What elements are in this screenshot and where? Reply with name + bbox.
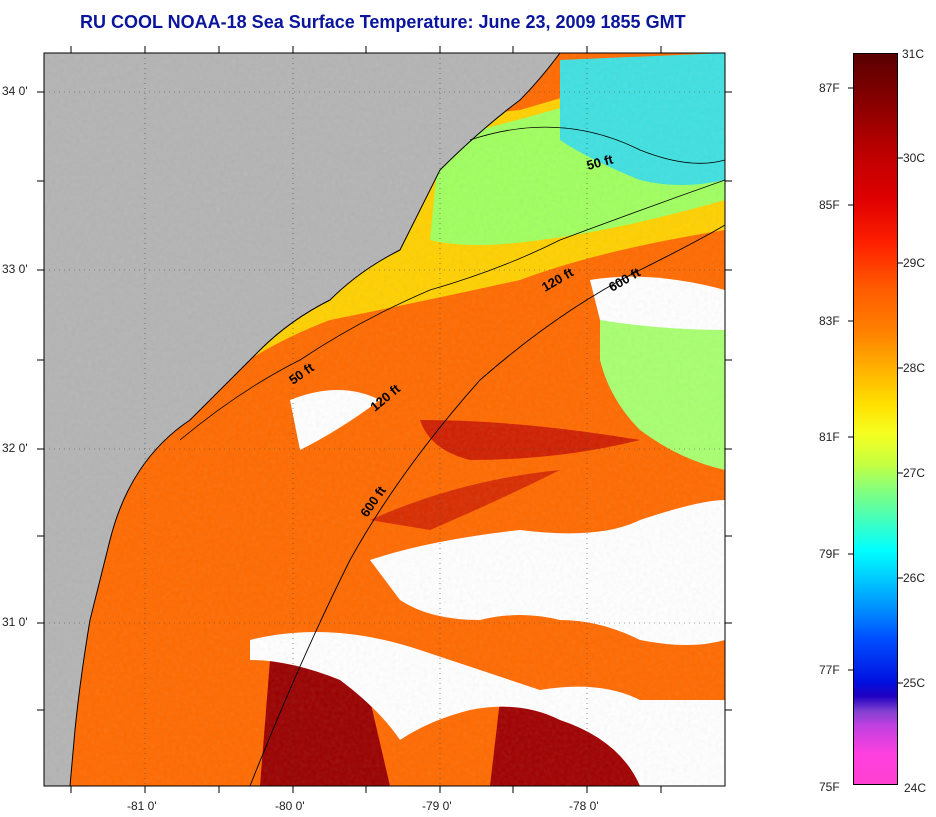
isobath-50ft — [469, 126, 725, 164]
contour-label-50ft-north: 50 ft — [585, 151, 615, 173]
cb-fahrenheit-81: 81F — [819, 430, 840, 444]
cb-celsius-29: 29C — [903, 256, 926, 270]
lon-label-78: -78 0' — [569, 799, 599, 813]
isobath-120ft — [179, 179, 725, 441]
isobath-600ft — [249, 224, 725, 786]
lat-label-32: 32 0' — [2, 441, 28, 455]
cb-fahrenheit-77: 77F — [819, 663, 840, 677]
texture-overlay — [44, 53, 725, 786]
cb-celsius-26: 26C — [903, 571, 926, 585]
cb-celsius-31: 31C — [902, 47, 925, 61]
lon-label-81: -81 0' — [127, 799, 157, 813]
temperature-colorbar — [853, 53, 898, 785]
cb-celsius-27: 27C — [903, 466, 926, 480]
cb-celsius-28: 28C — [903, 361, 926, 375]
cb-celsius-24: 24C — [904, 781, 927, 795]
cb-fahrenheit-87: 87F — [819, 81, 840, 95]
cb-celsius-30: 30C — [903, 151, 926, 165]
lat-label-31: 31 0' — [2, 615, 28, 629]
map-title: RU COOL NOAA-18 Sea Surface Temperature:… — [80, 12, 686, 32]
cb-fahrenheit-83: 83F — [819, 314, 840, 328]
cb-fahrenheit-79: 79F — [819, 547, 840, 561]
lat-label-33: 33 0' — [2, 262, 28, 276]
axis-ticks — [37, 46, 732, 793]
lat-label-34: 34 0' — [2, 84, 28, 98]
map-frame — [43, 52, 726, 787]
lon-label-80: -80 0' — [275, 799, 305, 813]
coastline — [69, 53, 561, 786]
cb-fahrenheit-75: 75F — [819, 780, 840, 794]
graticule — [44, 53, 725, 786]
cb-celsius-25: 25C — [903, 676, 926, 690]
lon-label-79: -79 0' — [422, 799, 452, 813]
cb-fahrenheit-85: 85F — [819, 198, 840, 212]
